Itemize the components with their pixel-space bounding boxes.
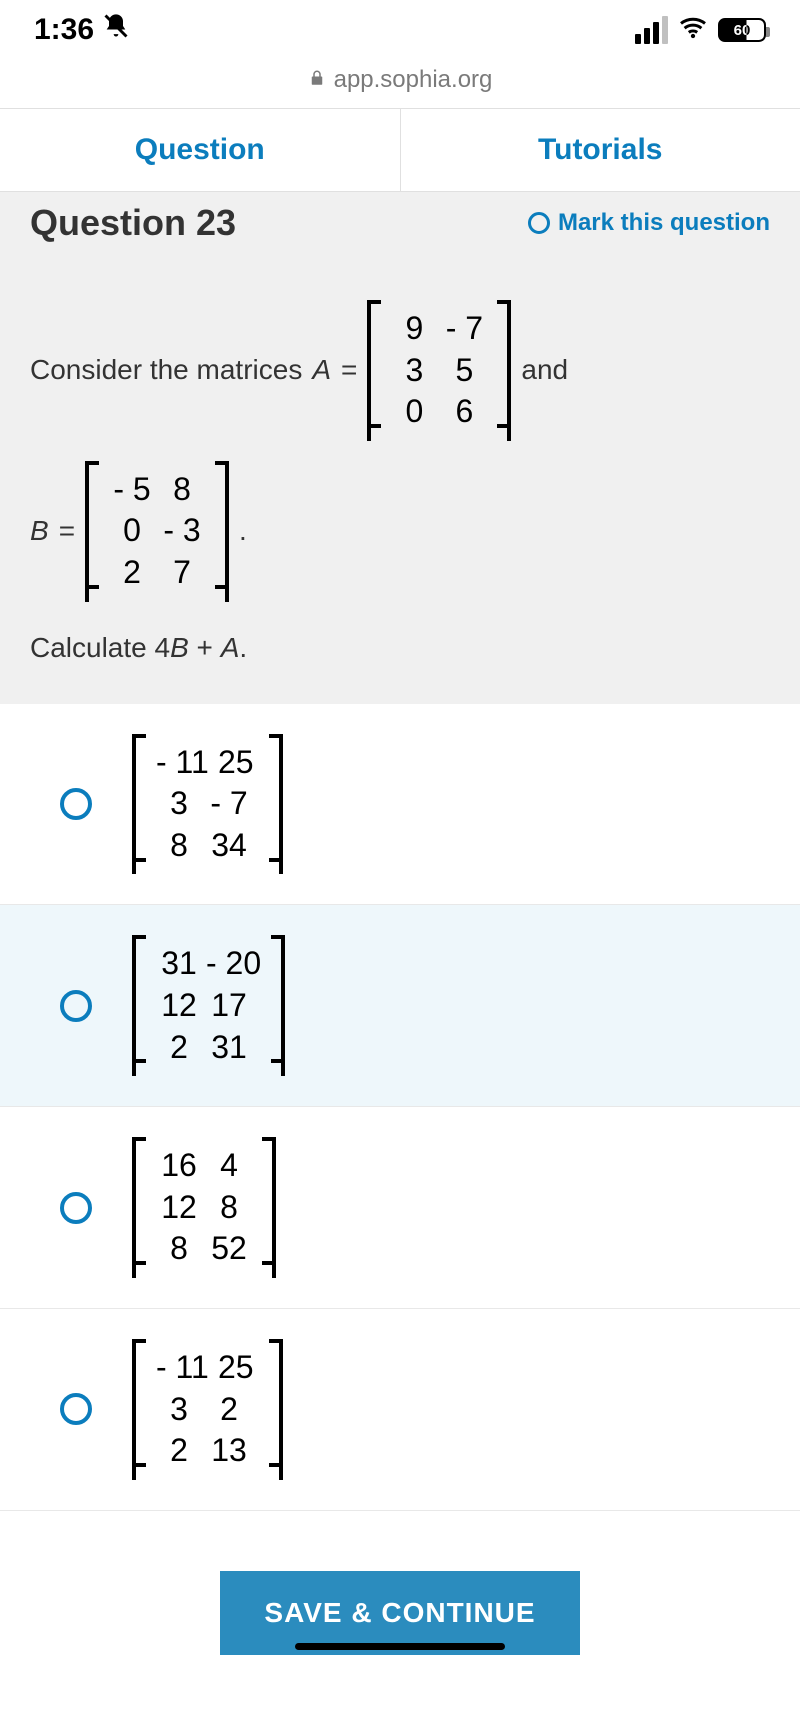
options: - 11253- 7834 31- 201217231 164128852 - 112… [0, 704, 800, 1511]
option-4[interactable]: - 112532213 [0, 1309, 800, 1511]
circle-icon [528, 212, 550, 234]
a-label: A [312, 354, 331, 386]
question-header: Question 23 Mark this question [0, 192, 800, 260]
calc-expr: 4B + A [155, 632, 240, 663]
wifi-icon [678, 13, 708, 47]
mark-label: Mark this question [558, 209, 770, 237]
matrix-a-line: Consider the matrices A = 9- 73506 and [30, 300, 770, 441]
option-matrix: - 112532213 [132, 1339, 283, 1480]
bell-slash-icon [102, 12, 130, 48]
question-body: Consider the matrices A = 9- 73506 and B… [0, 260, 800, 704]
calc-label: Calculate [30, 632, 155, 663]
intro-text: Consider the matrices [30, 354, 302, 386]
signal-icon [635, 16, 668, 44]
clock: 1:36 [34, 13, 94, 47]
option-matrix: 31- 201217231 [132, 935, 285, 1076]
tab-question[interactable]: Question [0, 109, 401, 192]
battery-icon: 60 [718, 18, 766, 42]
eq2: = [59, 515, 75, 547]
mark-question[interactable]: Mark this question [528, 209, 770, 237]
status-right: 60 [635, 13, 766, 47]
matrix-a: 9- 73506 [367, 300, 511, 441]
status-bar: 1:36 60 [0, 0, 800, 56]
footer: SAVE & CONTINUE [0, 1511, 800, 1655]
b-label: B [30, 515, 49, 547]
tabs: Question Tutorials [0, 108, 800, 192]
url-text: app.sophia.org [334, 66, 493, 94]
url-bar[interactable]: app.sophia.org [0, 56, 800, 108]
status-left: 1:36 [34, 12, 130, 48]
matrix-b-line: B = - 580- 327 . [30, 461, 770, 602]
lock-icon [308, 66, 326, 94]
and-text: and [521, 354, 568, 386]
radio-icon[interactable] [60, 788, 92, 820]
eq: = [341, 354, 357, 386]
option-matrix: 164128852 [132, 1137, 276, 1278]
option-1[interactable]: - 11253- 7834 [0, 704, 800, 906]
radio-icon[interactable] [60, 1393, 92, 1425]
tab-tutorials[interactable]: Tutorials [401, 109, 800, 192]
calculate-line: Calculate 4B + A. [30, 632, 770, 664]
option-2[interactable]: 31- 201217231 [0, 905, 800, 1107]
calc-period: . [239, 632, 247, 663]
matrix-b: - 580- 327 [85, 461, 229, 602]
radio-icon[interactable] [60, 990, 92, 1022]
home-indicator [295, 1643, 505, 1650]
option-matrix: - 11253- 7834 [132, 734, 283, 875]
radio-icon[interactable] [60, 1192, 92, 1224]
question-title: Question 23 [30, 202, 236, 244]
option-3[interactable]: 164128852 [0, 1107, 800, 1309]
period: . [239, 515, 247, 547]
